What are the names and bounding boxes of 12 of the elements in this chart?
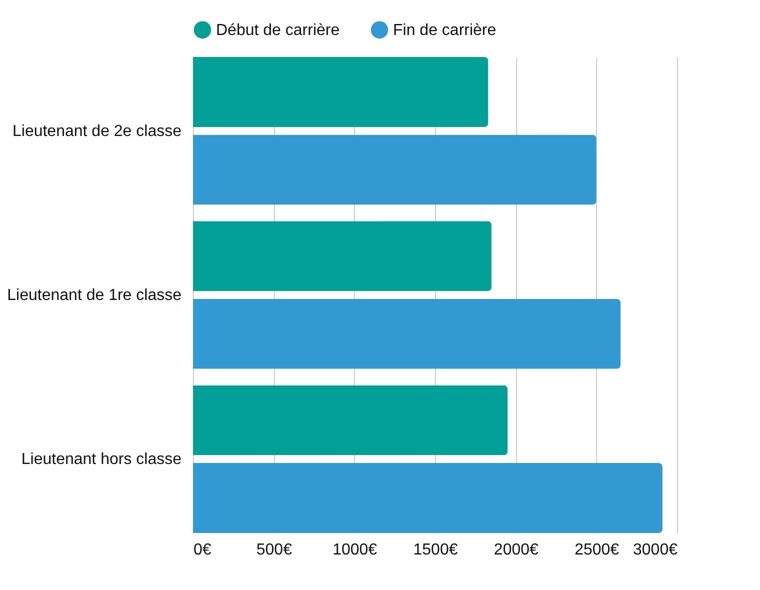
x-tick-label: 2000€ xyxy=(494,542,539,558)
legend-label: Fin de carrière xyxy=(393,22,496,39)
x-tick-label: 2500€ xyxy=(574,542,620,558)
x-tick-label: 500€ xyxy=(256,542,292,558)
y-tick-label: Lieutenant de 2e classe xyxy=(12,122,182,140)
x-tick-label: 1000€ xyxy=(332,542,378,558)
y-tick-label: Lieutenant de 1re classe xyxy=(7,287,182,304)
x-tick-label: 0€ xyxy=(194,542,212,558)
legend-label: Début de carrière xyxy=(216,22,340,39)
y-tick-label: Lieutenant hors classe xyxy=(21,451,182,468)
x-tick-label: 3000€ xyxy=(633,542,678,558)
x-tick-label: 1500€ xyxy=(413,542,458,558)
